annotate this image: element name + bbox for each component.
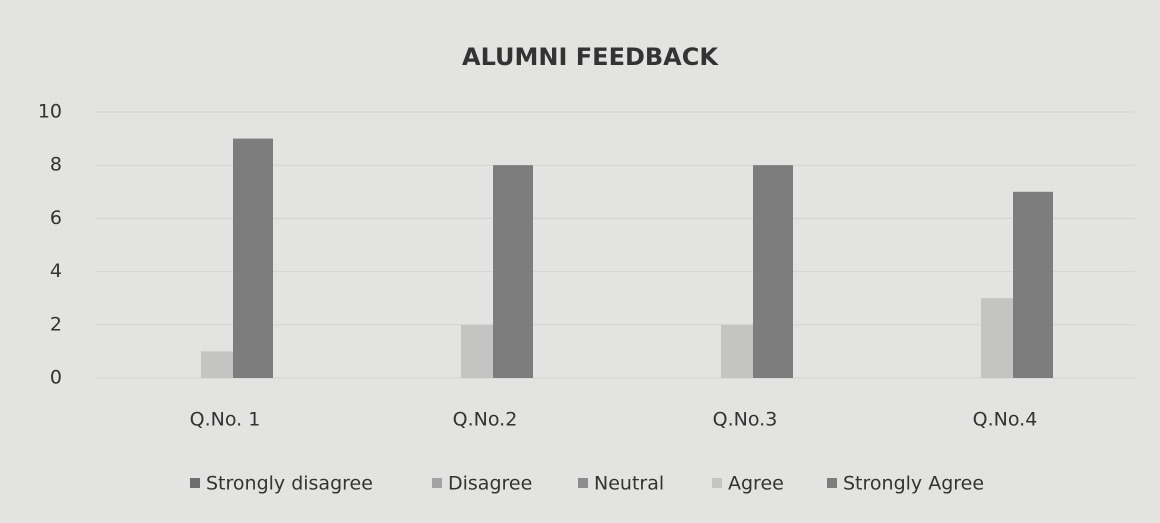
y-tick-label: 6 [50,207,62,229]
bar [1013,191,1053,378]
y-tick-label: 8 [50,154,62,176]
x-tick-label: Q.No.4 [973,409,1038,431]
y-tick-label: 10 [38,101,62,123]
legend-swatch [578,478,588,488]
y-tick-label: 4 [50,260,62,282]
x-tick-label: Q.No.3 [713,409,778,431]
legend-swatch [190,478,200,488]
chart-title: ALUMNI FEEDBACK [462,43,719,71]
legend-label: Strongly Agree [843,473,984,495]
legend-swatch [712,478,722,488]
legend-label: Agree [728,473,784,495]
bar [753,165,793,378]
bar [493,165,533,378]
x-tick-label: Q.No.2 [453,409,518,431]
legend-label: Strongly disagree [206,473,373,495]
legend-label: Disagree [448,473,532,495]
y-tick-label: 2 [50,313,62,335]
bar [233,138,273,378]
y-tick-label: 0 [50,367,62,389]
legend-swatch [432,478,442,488]
legend-swatch [827,478,837,488]
legend-label: Neutral [594,473,664,495]
x-tick-label: Q.No. 1 [190,409,261,431]
